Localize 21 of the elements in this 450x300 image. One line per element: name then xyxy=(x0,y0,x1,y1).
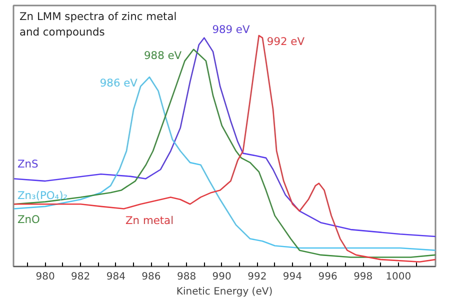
annotation: 992 eV xyxy=(266,35,306,48)
annotation: 986 eV xyxy=(100,76,138,90)
series-label: ZnO xyxy=(18,213,40,226)
x-tick-label: 990 xyxy=(212,272,232,282)
x-tick-label: 986 xyxy=(142,272,161,282)
x-tick-label: 980 xyxy=(36,272,55,282)
chart-title: Zn LMM spectra of zinc metal and compounds xyxy=(20,10,177,39)
annotation: 988 eV xyxy=(144,48,182,62)
series-label: Zn₃(PO₄)₂ xyxy=(18,188,68,202)
x-axis-title: Kinetic Energy (eV) xyxy=(176,286,273,298)
x-tick-label: 982 xyxy=(71,272,90,282)
x-tick-label: 994 xyxy=(282,272,302,282)
x-tick-label: 988 xyxy=(176,272,196,282)
x-tick-label: 1000 xyxy=(386,272,412,282)
x-tick-label: 998 xyxy=(354,272,373,282)
annotation: 989 eV xyxy=(212,22,250,36)
x-tick-label: 984 xyxy=(106,272,126,282)
x-tick-label: 996 xyxy=(318,272,338,282)
series-label: ZnS xyxy=(18,158,39,171)
x-tick-label: 992 xyxy=(248,272,267,282)
series-label: Zn metal xyxy=(126,214,174,228)
